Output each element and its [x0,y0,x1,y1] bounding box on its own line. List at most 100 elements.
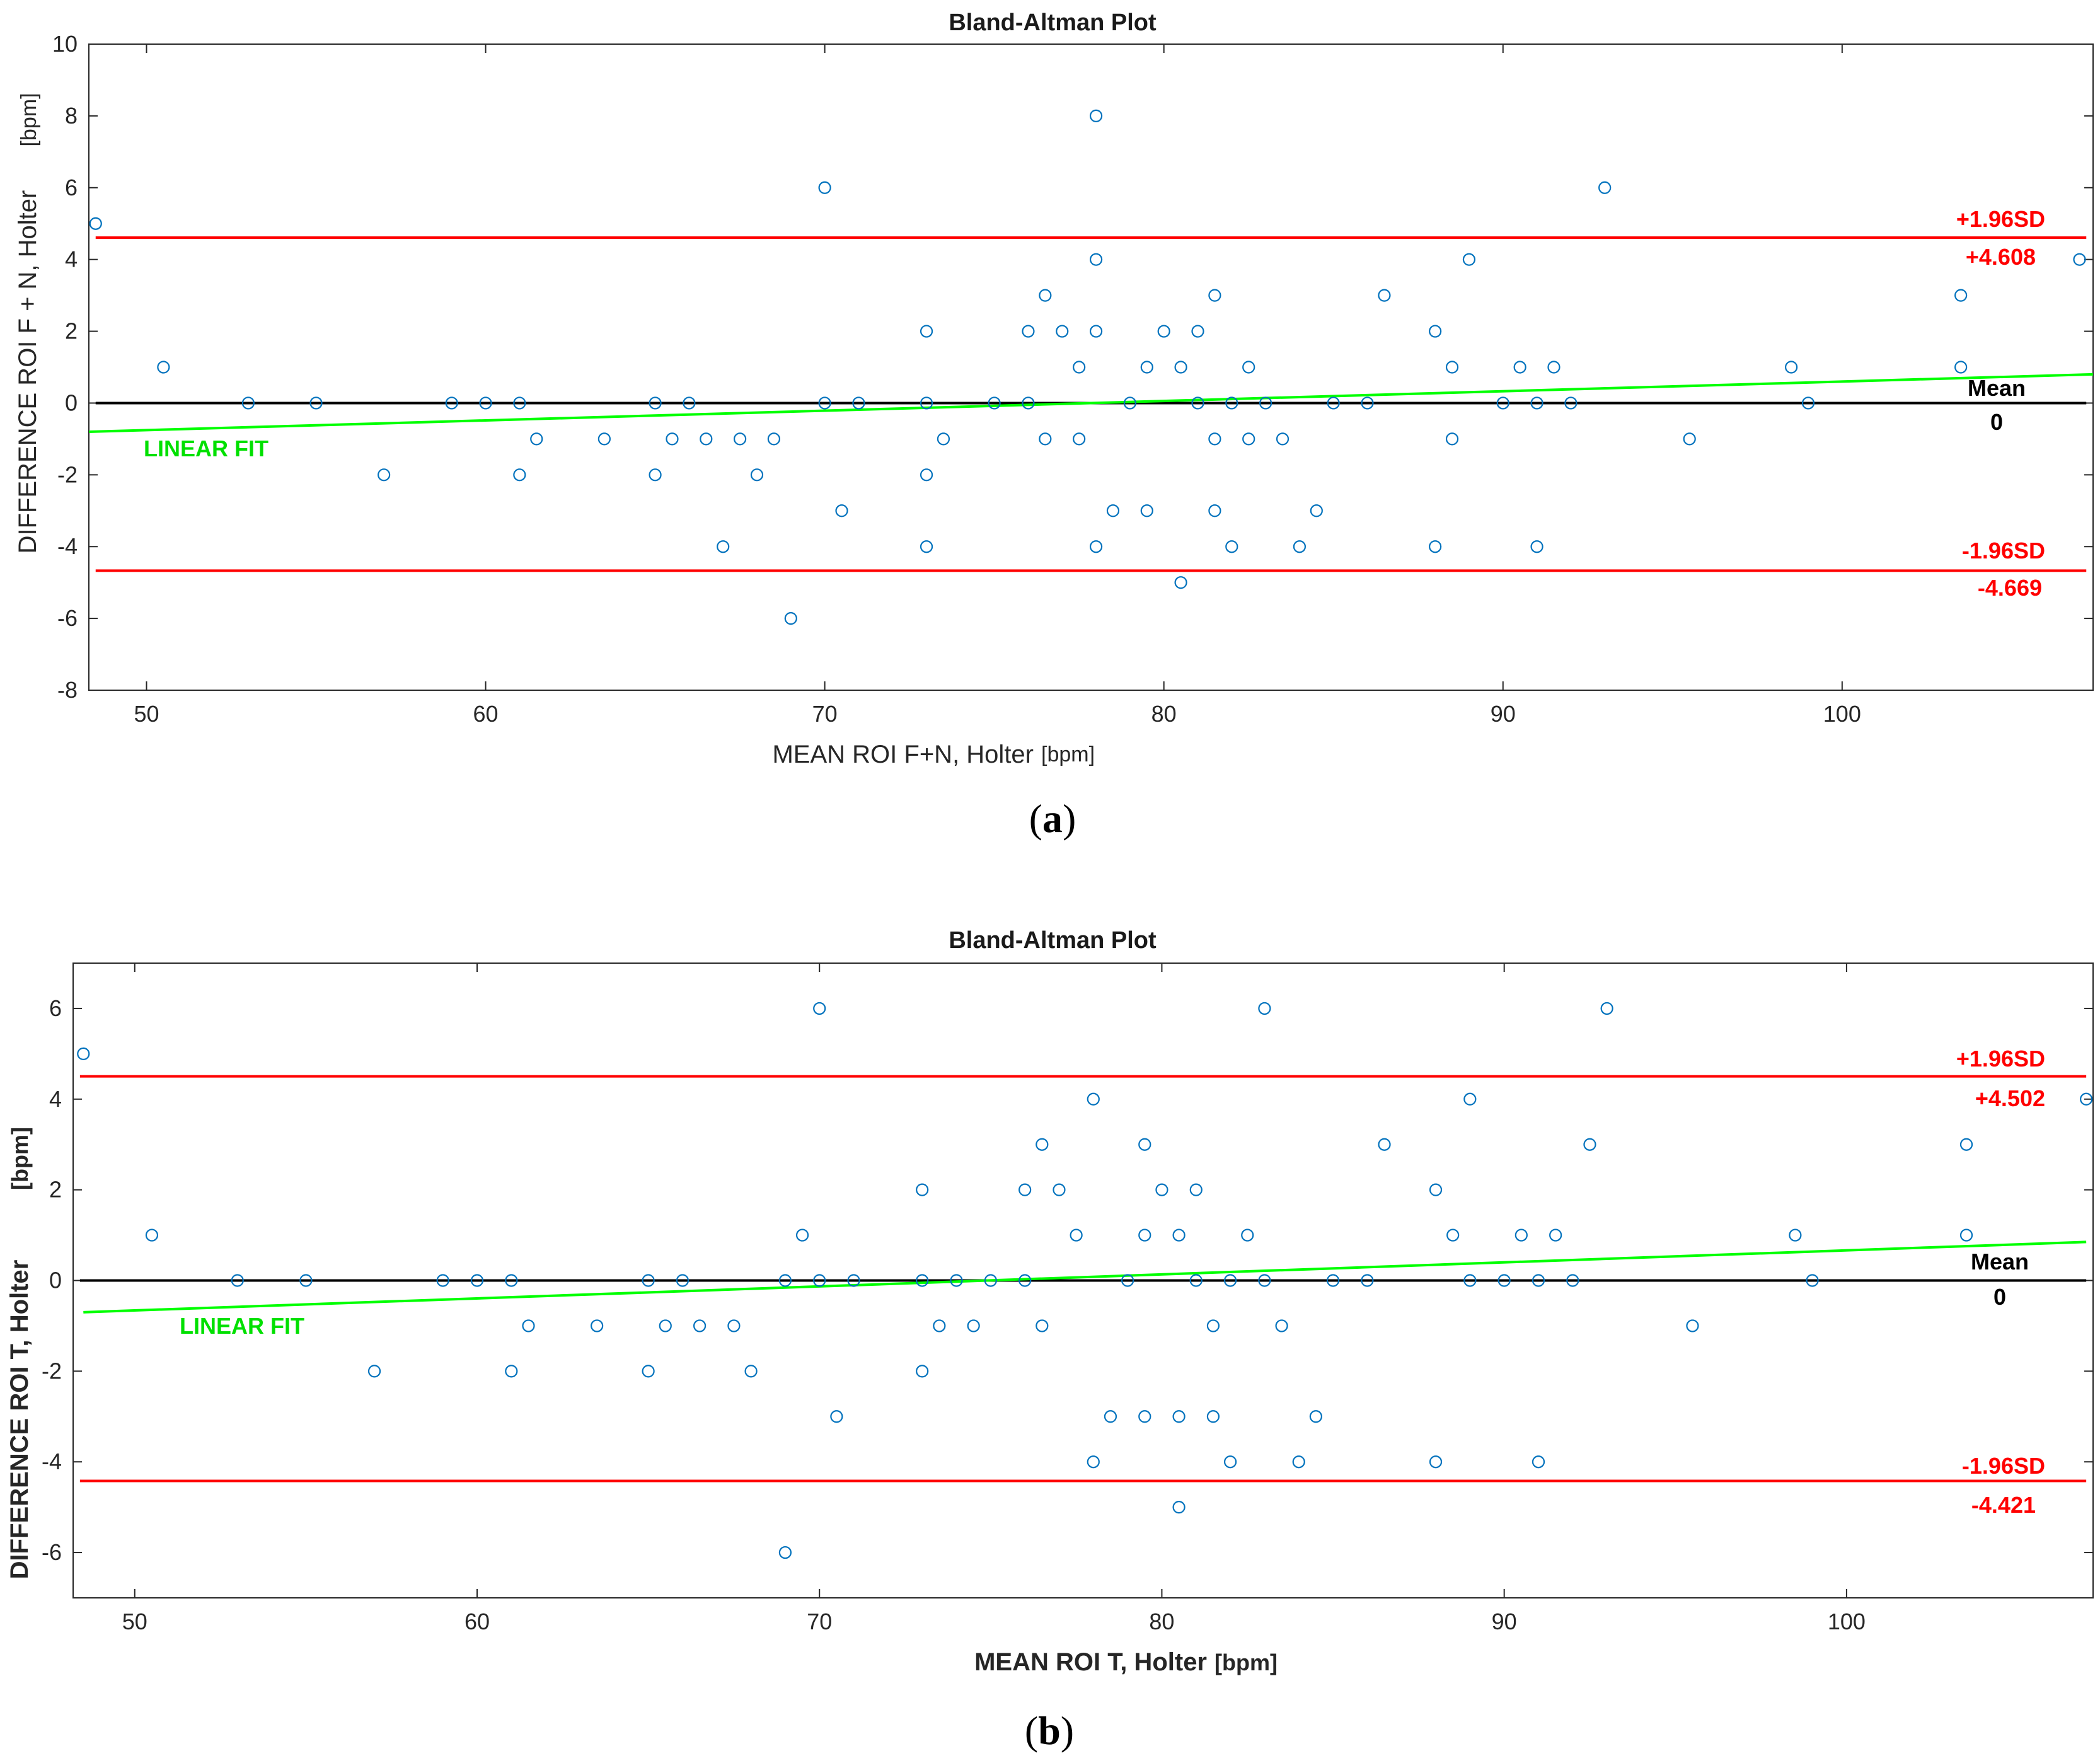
data-point [1138,1228,1151,1242]
y-axis-label-group-a: DIFFERENCE ROI F + N, Holter [14,190,42,554]
y-tick-label: 0 [49,1268,62,1293]
data-point [1189,1274,1203,1287]
upper-sd-label-a: +1.96SD [1956,206,2045,232]
x-tick-label: 60 [473,701,499,727]
x-tick-label: 70 [807,1609,832,1634]
y-axis-unit-b: [bpm] [7,1127,33,1190]
data-point [1566,1274,1579,1287]
data-point [436,1274,449,1287]
data-point [1532,1274,1545,1287]
scatter-points-b [77,1002,2093,1559]
data-point [666,432,679,446]
data-point [1446,1228,1460,1242]
data-point [1496,396,1509,410]
y-axis-label-group-b: DIFFERENCE ROI T, Holter [6,1260,33,1580]
data-point [1293,540,1307,553]
data-point [1039,289,1052,302]
data-point [818,396,831,410]
y-tick-label: 2 [49,1177,62,1203]
data-point [916,1274,929,1287]
y-tick-label: -4 [57,533,78,559]
x-tick-label: 70 [812,701,838,727]
data-point [1036,1319,1049,1332]
data-point [1089,109,1103,122]
data-point [693,1319,707,1332]
y-tick-label: -4 [42,1448,62,1474]
data-point [1138,1138,1151,1151]
data-point [2073,253,2086,266]
data-point [1600,1002,1613,1015]
data-point [1223,1274,1237,1287]
panel-a: Bland-Altman Plot 50 60 70 80 90 100 -8 -6 -4 -2 0… [14,9,2094,841]
data-point [767,432,781,446]
ticks-a: 50 60 70 80 90 100 -8 -6 -4 -2 0 2 4 6 8 10 [52,31,2093,727]
data-point [1258,1274,1271,1287]
data-point [1292,1455,1305,1469]
data-point [1954,361,1968,374]
data-point [1022,396,1035,410]
y-tick-label: 10 [52,31,78,57]
lower-sd-label-b: -1.96SD [1962,1453,2045,1479]
panel-letter-a: a [1042,796,1063,841]
data-point [1036,1138,1049,1151]
x-tick-label: 100 [1823,701,1861,727]
data-point [1514,1228,1528,1242]
data-point [1801,396,1815,410]
x-tick-label: 90 [1492,1609,1517,1634]
upper-sd-value-a: +4.608 [1966,244,2036,270]
data-point [1259,396,1272,410]
data-point [916,1183,929,1196]
x-axis-unit-a: [bpm] [1041,743,1095,766]
y-axis-unit-group-a: [bpm] [17,93,41,146]
data-point [1206,1410,1220,1423]
data-point [916,1365,929,1378]
x-tick-label: 50 [122,1609,147,1634]
data-point [591,1319,604,1332]
data-point [1191,396,1204,410]
y-tick-label: -2 [57,461,78,487]
mean-label-b: Mean [1971,1249,2029,1275]
data-point [778,1546,792,1559]
data-point [852,396,865,410]
data-point [1959,1228,1973,1242]
data-point [1429,325,1442,338]
data-point [1223,1455,1237,1469]
data-point [920,468,933,482]
data-point [1022,325,1035,338]
data-point [1258,1002,1271,1015]
data-point [1242,432,1255,446]
ticks-b: 50 60 70 80 90 100 -6 -4 -2 0 2 4 6 [42,963,2093,1634]
data-point [1121,1274,1134,1287]
data-point [1686,1319,1699,1332]
data-point [378,468,391,482]
y-axis-unit-group-b: [bpm] [7,1127,33,1190]
data-point [933,1319,946,1332]
data-point [920,540,933,553]
data-point [1140,504,1153,517]
data-point [530,432,543,446]
y-axis-label-a: DIFFERENCE ROI F + N, Holter [14,190,42,554]
y-axis-unit-a: [bpm] [17,93,41,146]
data-point [505,1365,518,1378]
data-point [700,432,713,446]
plot-frame-a [88,43,2094,691]
data-point [1276,432,1289,446]
data-point [1225,396,1238,410]
x-tick-label: 90 [1491,701,1516,727]
data-point [597,432,611,446]
data-point [1530,540,1543,553]
linear-fit-line-a [88,373,2094,433]
x-tick-label: 100 [1828,1609,1866,1634]
data-point [830,1410,843,1423]
data-point [1174,576,1187,589]
data-point [1378,1138,1391,1151]
data-point [309,396,323,410]
data-point [967,1319,980,1332]
data-point [505,1274,518,1287]
data-point [1073,361,1086,374]
data-point [1959,1138,1973,1151]
x-tick-label: 80 [1151,701,1177,727]
y-tick-label: 6 [65,175,78,200]
data-point [920,396,933,410]
data-point [1089,325,1103,338]
